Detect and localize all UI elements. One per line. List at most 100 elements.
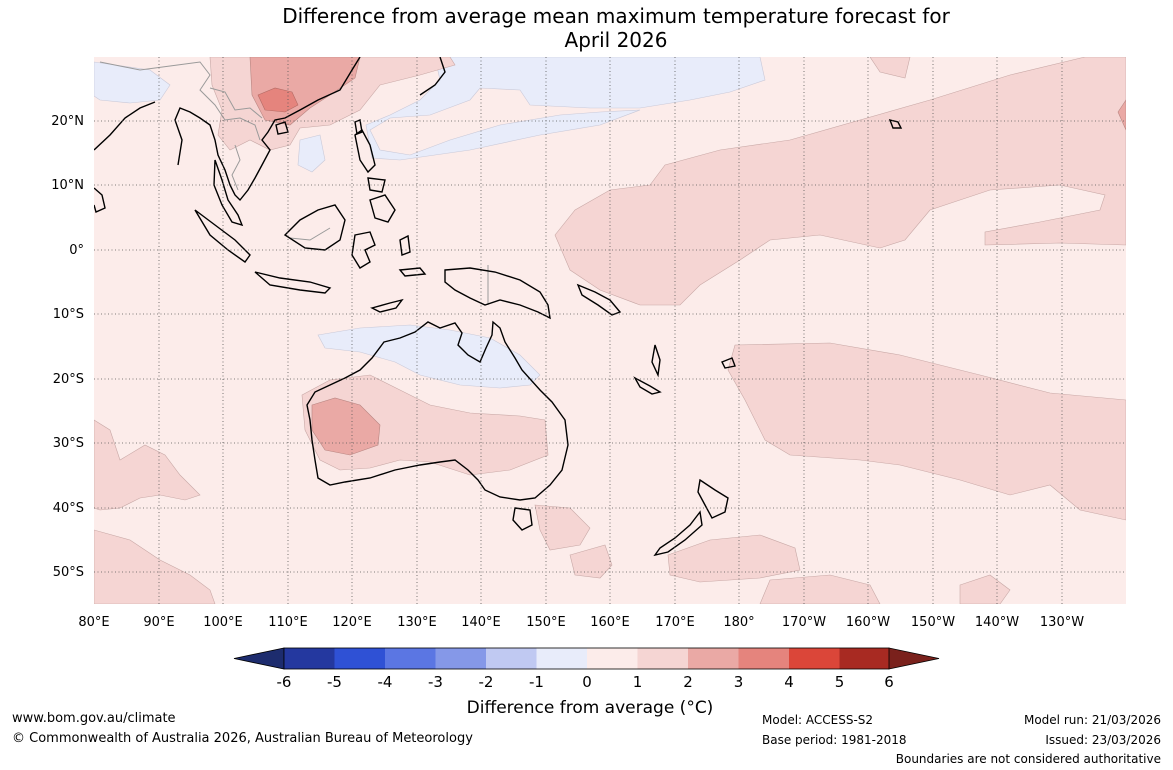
coast-new-zealand-north	[697, 478, 729, 519]
coast-borneo	[283, 204, 346, 251]
colorbar-tick: 3	[734, 673, 744, 691]
colorbar: -6 -5 -4 -3 -2 -1 0 1 2 3 4 5 6	[233, 647, 940, 691]
lon-label: 140°W	[975, 615, 1019, 630]
anomaly-negative-west	[94, 61, 171, 104]
colorbar-tick: -5	[327, 673, 342, 691]
colorbar-tick: 5	[835, 673, 845, 691]
footer-base-period: Base period: 1981-2018	[762, 733, 907, 747]
colorbar-tick: -4	[378, 673, 393, 691]
lat-label: 50°S	[53, 565, 84, 580]
colorbar-over-arrow	[888, 647, 940, 670]
colorbar-tick: 2	[683, 673, 693, 691]
lat-label: 20°S	[53, 372, 84, 387]
anomaly-negative-north-pacific	[365, 57, 766, 161]
coastlines	[94, 57, 903, 557]
colorbar-bin	[688, 648, 739, 669]
lon-label: 130°W	[1040, 615, 1084, 630]
coast-hawaii	[888, 118, 903, 129]
colorbar-tick: -3	[428, 673, 443, 691]
anomaly-negative-arafura	[317, 324, 541, 389]
anomaly-negative-south-china-sea	[297, 134, 326, 173]
map-title: Difference from average mean maximum tem…	[0, 4, 1173, 52]
lon-label: 100°E	[203, 615, 243, 630]
coast-tasmania	[512, 507, 533, 531]
lon-label: 90°E	[143, 615, 174, 630]
coast-sri-lanka	[94, 187, 106, 213]
lat-label: 10°N	[51, 178, 84, 193]
colorbar-bin	[637, 648, 688, 669]
coast-sumatra	[194, 209, 251, 263]
country-borders	[99, 61, 489, 305]
coast-solomon-islands	[576, 283, 622, 316]
coast-new-zealand-south	[653, 510, 703, 557]
coast-taiwan	[354, 119, 363, 135]
colorbar-label-unit: °C)	[686, 698, 714, 718]
lat-label: 40°S	[53, 501, 84, 516]
coast-new-caledonia	[633, 376, 662, 395]
colorbar-bin	[536, 648, 587, 669]
lat-label: 10°S	[53, 307, 84, 322]
footer-model: Model: ACCESS-S2	[762, 713, 874, 727]
colorbar-label-text: Difference from average (	[466, 698, 687, 718]
lat-label: 0°	[69, 243, 84, 258]
anomaly-1to2-southern-ocean-west	[94, 529, 216, 604]
coast-vanuatu	[651, 344, 661, 378]
anomaly-2to3-east-edge	[1117, 99, 1126, 131]
lon-label: 160°E	[590, 615, 630, 630]
lon-label: 170°W	[782, 615, 826, 630]
coast-halmahera	[399, 234, 411, 256]
lon-label: 170°E	[655, 615, 695, 630]
coast-new-guinea	[444, 267, 551, 320]
colorbar-bin	[789, 648, 840, 669]
longitude-labels: 80°E 90°E 100°E 110°E 120°E 130°E 140°E …	[78, 615, 1084, 630]
footer-disclaimer: Boundaries are not considered authoritat…	[895, 752, 1161, 766]
lon-label: 180°	[723, 615, 754, 630]
coast-japan	[419, 57, 446, 96]
colorbar-tick: -2	[479, 673, 494, 691]
coast-fiji	[721, 357, 736, 369]
colorbar-bin	[385, 648, 436, 669]
title-line-1: Difference from average mean maximum tem…	[282, 4, 950, 28]
anomaly-1to2-south-nz	[667, 534, 801, 583]
latitude-labels: 20°N 10°N 0° 10°S 20°S 30°S 40°S 50°S	[51, 114, 84, 580]
coast-philippines-visayas	[367, 177, 386, 193]
title-line-2: April 2026	[564, 28, 668, 52]
map-plot-area	[94, 57, 1126, 604]
anomaly-1to2-equatorial-pacific	[554, 57, 1126, 306]
lon-label: 150°E	[526, 615, 566, 630]
colorbar-tick: 4	[784, 673, 794, 691]
colorbar-bin	[738, 648, 789, 669]
colorbar-tick: -1	[529, 673, 544, 691]
lon-label: 130°E	[397, 615, 437, 630]
coast-australia	[306, 320, 569, 501]
lon-label: 150°W	[911, 615, 955, 630]
lat-label: 20°N	[51, 114, 84, 129]
anomaly-1to2-south-pacific	[727, 342, 1126, 521]
coast-mainland-asia	[174, 57, 361, 202]
colorbar-bin	[486, 648, 537, 669]
colorbar-bin	[587, 648, 638, 669]
anomaly-1to2-far-south-right	[959, 574, 1011, 604]
footer-copyright: © Commonwealth of Australia 2026, Austra…	[12, 731, 473, 746]
colorbar-tick: 6	[884, 673, 894, 691]
colorbar-outline	[283, 647, 890, 670]
colorbar-tick: 0	[582, 673, 592, 691]
colorbar-under-arrow	[233, 647, 285, 670]
lat-label: 30°S	[53, 436, 84, 451]
colorbar-bin	[334, 648, 385, 669]
anomaly-1to2-indian-ocean-south	[94, 419, 201, 511]
lon-label: 120°E	[332, 615, 372, 630]
lon-label: 140°E	[461, 615, 501, 630]
footer-issued: Issued: 23/03/2026	[1045, 733, 1161, 747]
anomaly-1to2-top-right	[869, 57, 911, 79]
lon-label: 160°W	[846, 615, 890, 630]
colorbar-tick: 1	[633, 673, 643, 691]
lon-label: 110°E	[268, 615, 308, 630]
colorbar-bin	[839, 648, 890, 669]
lon-label: 80°E	[78, 615, 109, 630]
colorbar-bin	[284, 648, 335, 669]
colorbar-bin	[435, 648, 486, 669]
coast-malay-peninsula	[213, 159, 244, 227]
coast-timor	[370, 298, 404, 313]
